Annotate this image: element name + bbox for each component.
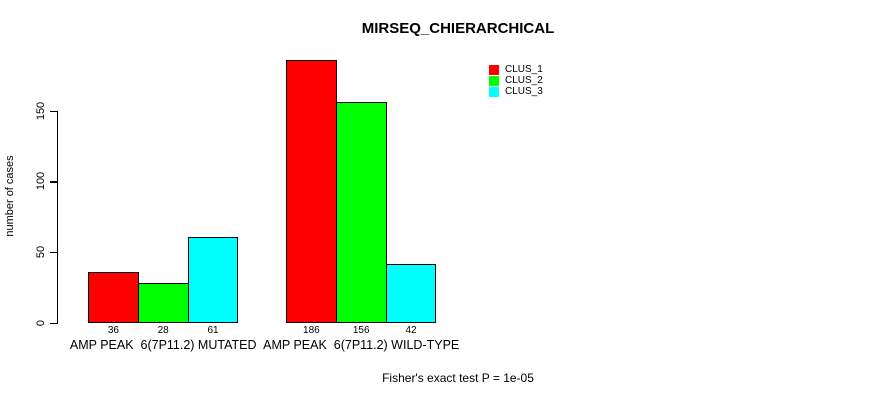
legend-item: CLUS_1 xyxy=(489,65,543,75)
bar-value-label: 186 xyxy=(303,325,320,336)
bar xyxy=(137,283,189,323)
bar xyxy=(187,236,239,323)
chart-title: MIRSEQ_CHIERARCHICAL xyxy=(361,20,555,37)
bar xyxy=(88,272,139,323)
legend-label: CLUS_3 xyxy=(505,86,543,97)
bar-value-label: 28 xyxy=(157,325,169,336)
legend-item: CLUS_3 xyxy=(489,87,543,97)
y-tick-mark xyxy=(50,181,57,183)
footer-annotation: Fisher's exact test P = 1e-05 xyxy=(382,371,534,385)
bar xyxy=(335,102,387,323)
legend-label: CLUS_2 xyxy=(505,75,543,86)
bar xyxy=(385,263,437,323)
y-tick-mark xyxy=(50,252,57,254)
y-tick-label: 100 xyxy=(35,172,47,191)
y-tick-label: 0 xyxy=(35,319,47,327)
legend-item: CLUS_2 xyxy=(489,76,543,86)
x-group-label: AMP PEAK 6(7P11.2) MUTATED xyxy=(69,338,257,352)
bar-value-label: 61 xyxy=(207,325,219,336)
x-group-label: AMP PEAK 6(7P11.2) WILD-TYPE xyxy=(263,338,460,352)
y-tick-mark xyxy=(50,110,57,112)
legend-swatch xyxy=(489,87,499,97)
y-tick-label: 50 xyxy=(35,246,47,259)
bar-value-label: 42 xyxy=(405,325,417,336)
bar-value-label: 36 xyxy=(107,325,119,336)
bar-value-label: 156 xyxy=(352,325,370,336)
legend-swatch xyxy=(489,65,499,75)
legend-swatch xyxy=(489,76,499,86)
legend-label: CLUS_1 xyxy=(505,64,543,75)
bar xyxy=(286,59,337,323)
y-axis-line xyxy=(57,110,59,324)
y-tick-label: 150 xyxy=(35,101,47,120)
y-axis-label: number of cases xyxy=(4,155,16,237)
y-tick-mark xyxy=(50,323,57,325)
